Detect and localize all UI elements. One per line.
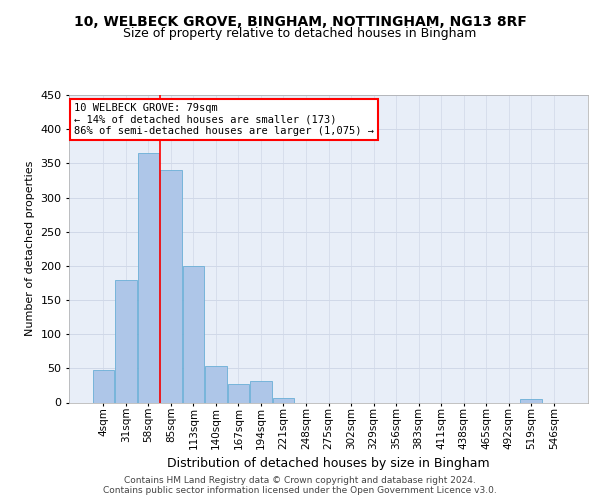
Bar [273, 398, 294, 402]
Bar [115, 280, 137, 402]
Text: Contains HM Land Registry data © Crown copyright and database right 2024.
Contai: Contains HM Land Registry data © Crown c… [103, 476, 497, 495]
Bar [520, 399, 542, 402]
Text: Size of property relative to detached houses in Bingham: Size of property relative to detached ho… [124, 28, 476, 40]
Y-axis label: Number of detached properties: Number of detached properties [25, 161, 35, 336]
Bar [228, 384, 249, 402]
Bar [205, 366, 227, 402]
Bar [137, 153, 159, 402]
Bar [182, 266, 204, 402]
X-axis label: Distribution of detached houses by size in Bingham: Distribution of detached houses by size … [167, 457, 490, 470]
Bar [250, 382, 272, 402]
Text: 10, WELBECK GROVE, BINGHAM, NOTTINGHAM, NG13 8RF: 10, WELBECK GROVE, BINGHAM, NOTTINGHAM, … [74, 15, 526, 29]
Text: 10 WELBECK GROVE: 79sqm
← 14% of detached houses are smaller (173)
86% of semi-d: 10 WELBECK GROVE: 79sqm ← 14% of detache… [74, 102, 374, 136]
Bar [160, 170, 182, 402]
Bar [92, 370, 114, 402]
